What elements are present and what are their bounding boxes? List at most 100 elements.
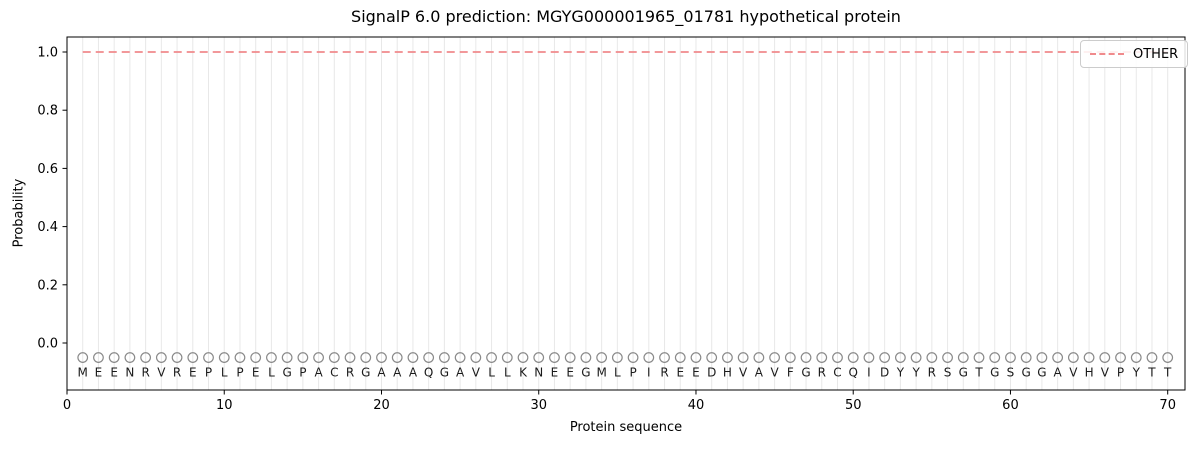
y-tick-label: 0.2 <box>37 278 58 293</box>
residue-marker <box>93 352 104 363</box>
residue-letter: A <box>314 366 323 380</box>
residue-letter: V <box>472 366 481 380</box>
residue-marker <box>659 352 670 363</box>
residue-letter: R <box>660 366 668 380</box>
x-tick-label: 60 <box>1002 398 1019 413</box>
residue-letter: A <box>409 366 418 380</box>
residue-marker <box>77 352 89 363</box>
residue-marker <box>863 352 875 363</box>
residue-letter: G <box>959 366 968 380</box>
residue-letter: R <box>928 366 936 380</box>
residue-marker <box>486 352 497 363</box>
residue-letter: L <box>504 366 511 380</box>
residue-marker <box>423 352 435 363</box>
residue-marker <box>549 352 560 363</box>
residue-letter: V <box>1101 366 1110 380</box>
x-tick-label: 50 <box>845 398 862 413</box>
residue-marker <box>832 352 843 363</box>
residue-marker <box>187 352 199 363</box>
residue-letter: P <box>629 366 636 380</box>
residue-marker <box>328 352 340 363</box>
residue-letter: L <box>488 366 495 380</box>
residue-marker <box>690 352 702 363</box>
residue-marker <box>580 352 592 363</box>
residue-letter: M <box>596 366 606 380</box>
residue-marker <box>266 352 277 363</box>
residue-marker <box>784 352 796 363</box>
x-tick-label: 40 <box>688 398 705 413</box>
residue-marker <box>1099 352 1111 363</box>
residue-letter: Y <box>1132 366 1141 380</box>
residue-marker <box>894 352 906 363</box>
residue-marker <box>155 352 167 363</box>
residue-marker <box>1020 352 1032 363</box>
y-tick-label: 0.0 <box>37 337 58 352</box>
residue-letter: Q <box>848 366 857 380</box>
residue-letter: H <box>723 366 732 380</box>
residue-letter: E <box>692 366 700 380</box>
residue-letter: G <box>282 366 291 380</box>
residue-marker <box>674 352 686 363</box>
residue-letter: E <box>110 366 118 380</box>
residue-marker <box>957 352 969 363</box>
residue-marker <box>816 352 828 363</box>
residue-marker <box>1036 352 1048 363</box>
residue-marker <box>234 352 246 363</box>
residue-letter: V <box>1069 366 1078 380</box>
x-tick-label: 30 <box>530 398 547 413</box>
residue-marker <box>800 352 812 363</box>
residue-marker <box>596 352 608 363</box>
residue-letter: V <box>157 366 166 380</box>
residue-marker <box>140 352 152 363</box>
residue-marker <box>706 352 718 363</box>
residue-marker <box>1005 352 1016 363</box>
x-tick-label: 10 <box>216 398 233 413</box>
residue-letter: I <box>867 366 871 380</box>
residue-letter: E <box>252 366 260 380</box>
residue-marker <box>344 352 356 363</box>
x-tick-label: 0 <box>63 398 71 413</box>
y-axis-label: Probability <box>11 178 27 248</box>
residue-marker <box>171 352 183 363</box>
residue-marker <box>973 352 985 363</box>
residue-marker <box>564 352 576 363</box>
residue-letter: L <box>614 366 621 380</box>
residue-letter: S <box>944 366 952 380</box>
y-tick-label: 0.6 <box>37 162 58 177</box>
residue-marker <box>1115 352 1126 363</box>
chart-title: SignalP 6.0 prediction: MGYG000001965_01… <box>351 7 901 26</box>
residue-letter: A <box>377 366 386 380</box>
residue-marker <box>438 352 450 363</box>
residue-marker <box>926 352 938 363</box>
residue-letter: R <box>141 366 149 380</box>
residue-marker <box>124 352 136 363</box>
residue-marker <box>533 352 545 363</box>
residue-letter: E <box>95 366 103 380</box>
residue-letter: E <box>551 366 559 380</box>
residue-marker <box>643 352 655 363</box>
residue-marker <box>218 352 230 363</box>
residue-letter: S <box>1007 366 1015 380</box>
residue-marker <box>722 352 733 363</box>
residue-letter: Y <box>911 366 920 380</box>
residue-marker <box>470 352 482 363</box>
residue-marker <box>108 352 120 363</box>
residue-marker <box>1130 352 1142 363</box>
residue-marker <box>847 352 859 363</box>
residue-letter: T <box>1163 366 1172 380</box>
residue-marker <box>501 352 513 363</box>
residue-marker <box>1067 352 1079 363</box>
residue-letter: E <box>676 366 684 380</box>
residue-letter: G <box>581 366 590 380</box>
residue-letter: E <box>566 366 574 380</box>
y-tick-label: 0.8 <box>37 104 58 119</box>
residue-letter: P <box>299 366 306 380</box>
residue-marker <box>627 352 639 363</box>
y-tick-label: 0.4 <box>37 220 58 235</box>
residue-letter: N <box>534 366 543 380</box>
residue-marker <box>737 352 749 363</box>
residue-letter: P <box>205 366 212 380</box>
residue-letter: G <box>1022 366 1031 380</box>
y-tick-label: 1.0 <box>37 46 58 61</box>
